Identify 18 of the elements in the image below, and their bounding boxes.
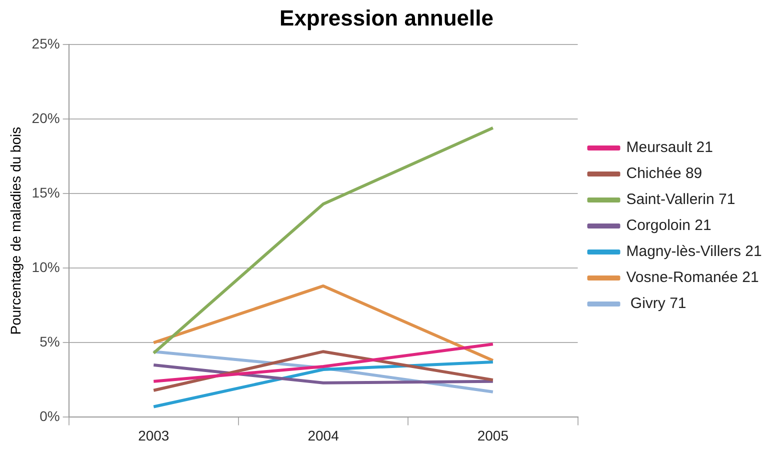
y-tick-label: 20% — [32, 110, 60, 126]
x-tick-label: 2003 — [138, 427, 170, 444]
legend-label: Magny-lès-Villers 21 — [626, 243, 762, 260]
y-tick-label: 0% — [40, 408, 60, 424]
y-tick-label: 15% — [32, 184, 60, 200]
legend-label: Meursault 21 — [626, 139, 713, 156]
legend-label: Vosne-Romanée 21 — [626, 269, 759, 286]
x-tick-label: 2005 — [477, 427, 509, 444]
chart-title: Expression annuelle — [280, 5, 494, 30]
y-tick-label: 5% — [40, 334, 60, 350]
y-tick-label: 25% — [32, 35, 60, 52]
x-tick-label: 2004 — [308, 427, 340, 444]
legend-label: Saint-Vallerin 71 — [626, 191, 736, 208]
y-tick-label: 10% — [32, 258, 60, 275]
legend-label: Chichée 89 — [626, 165, 702, 182]
y-axis-title: Pourcentage de maladies du bois — [7, 126, 24, 335]
legend-label: Corgoloin 21 — [626, 217, 712, 234]
legend-label: Givry 71 — [626, 295, 686, 312]
